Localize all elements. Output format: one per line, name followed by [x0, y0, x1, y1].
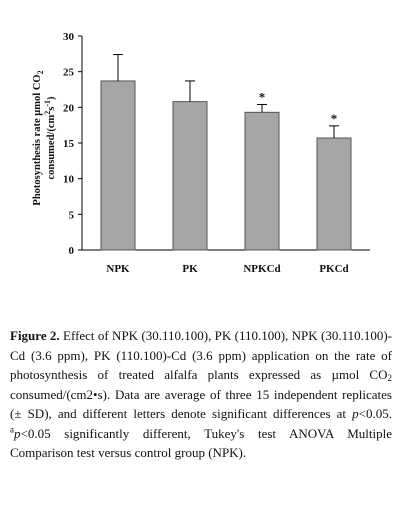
y-axis-title-sup2: -1 [43, 100, 52, 107]
y-tick-label: 15 [63, 138, 75, 150]
x-category-label: NPK [106, 263, 130, 275]
y-tick-label: 10 [63, 174, 75, 186]
x-category-labels: NPK PK NPKCd PKCd [106, 263, 348, 275]
x-category-label: PKCd [319, 263, 348, 275]
y-tick-label: 5 [69, 209, 75, 221]
x-category-label: NPKCd [243, 263, 280, 275]
caption-text: Figure 2. Effect of NPK (30.110.100), PK… [10, 326, 392, 463]
figure-caption: Figure 2. Effect of NPK (30.110.100), PK… [10, 326, 392, 463]
caption-part-3: <0.05. [358, 406, 392, 421]
caption-p-italic-1: p [352, 406, 359, 421]
y-axis-title-line2-end: ) [46, 96, 57, 100]
bar-pk [172, 101, 208, 251]
caption-p-italic-2: p [14, 425, 21, 441]
y-tick-label: 20 [63, 102, 75, 114]
y-axis-title-line1-text: Photosynthesis rate µmol CO [32, 74, 43, 205]
significance-star-pkcd: * [331, 111, 338, 126]
y-tick-label: 30 [63, 31, 75, 43]
caption-sup-a: a [10, 424, 14, 435]
y-axis-title-sup1: 2 [43, 111, 52, 115]
chart-bars: ** [100, 54, 352, 251]
bar-chart: * * 0 5 10 15 20 25 30 NPK PK NPKCd PKCd Photosynt… [32, 31, 370, 275]
y-axis-title-co2-sub: 2 [36, 70, 45, 74]
bar-npk [100, 80, 136, 251]
caption-part-2: consumed/(cm2•s). Data are average of th… [10, 386, 392, 422]
y-tick-label: 0 [69, 245, 75, 257]
y-axis-title-line1: Photosynthesis rate µmol CO2 [32, 70, 45, 205]
x-category-label: PK [182, 263, 198, 275]
bar-npkcd [244, 111, 280, 251]
y-axis-title: Photosynthesis rate µmol CO2consumed/(cm… [32, 70, 57, 205]
y-axis-title-line2-mid: s [46, 107, 57, 111]
caption-label: Figure 2. [10, 328, 60, 343]
y-axis-title-line2: consumed/(cm2s-1) [43, 96, 57, 180]
significance-star-npkcd: * [259, 89, 266, 104]
y-axis-title-line2-text: consumed/(cm [46, 115, 57, 180]
caption-co2-sub: 2 [387, 373, 393, 383]
caption-part-4: <0.05 significantly different, Tukey's t… [10, 425, 392, 461]
bar-pkcd [316, 137, 352, 251]
y-ticks: 0 5 10 15 20 25 30 [63, 31, 82, 257]
y-tick-label: 25 [63, 67, 75, 79]
caption-part-1: Effect of NPK (30.110.100), PK (110.100)… [10, 328, 392, 382]
